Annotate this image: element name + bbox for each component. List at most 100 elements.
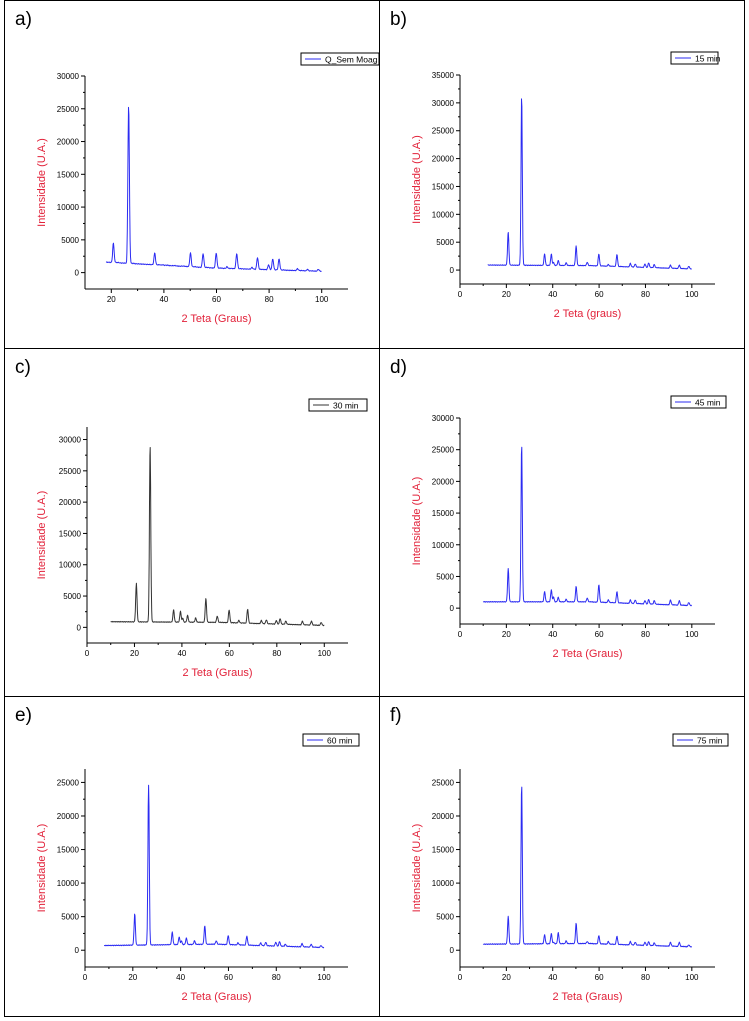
panel-label: b) bbox=[390, 9, 407, 30]
y-tick-label: 20000 bbox=[57, 812, 80, 821]
y-tick-label: 0 bbox=[450, 604, 455, 613]
x-tick-label: 40 bbox=[548, 630, 557, 639]
x-tick-label: 60 bbox=[595, 290, 604, 299]
panel-f: f) 0 5000 10000 15000 20000 25000 0 20 40 60 80 100 2… bbox=[380, 697, 744, 1016]
panel-e: e) 0 5000 10000 15000 20000 25000 0 20 40 60 80 100 2… bbox=[5, 697, 379, 1016]
x-tick-label: 80 bbox=[272, 973, 281, 982]
series-line bbox=[487, 98, 692, 270]
y-tick-label: 10000 bbox=[59, 561, 82, 570]
y-tick-label: 25000 bbox=[57, 778, 80, 787]
legend-label: Q_Sem Moag bbox=[325, 55, 378, 65]
x-tick-label: 0 bbox=[85, 649, 90, 658]
legend: 30 min bbox=[308, 398, 368, 412]
y-tick-label: 10000 bbox=[57, 879, 80, 888]
panel-a: a) 0 5000 10000 15000 20000 25000 30000 20 40 60 80… bbox=[5, 1, 380, 348]
chart-f: f) 0 5000 10000 15000 20000 25000 0 20 40 60 80 100 2… bbox=[390, 705, 729, 1003]
y-tick-label: 15000 bbox=[57, 170, 80, 179]
legend-box bbox=[300, 52, 380, 66]
chart-c: c) 0 5000 10000 15000 20000 25000 30000 0 20 40 60 8… bbox=[15, 357, 368, 679]
x-tick-label: 60 bbox=[212, 295, 221, 304]
x-tick-label: 60 bbox=[595, 630, 604, 639]
legend: 15 min bbox=[670, 51, 721, 65]
y-tick-label: 10000 bbox=[57, 203, 80, 212]
x-tick-label: 20 bbox=[107, 295, 116, 304]
x-tick-label: 0 bbox=[458, 973, 463, 982]
x-tick-label: 40 bbox=[177, 649, 186, 658]
x-tick-label: 100 bbox=[318, 649, 332, 658]
legend-label: 15 min bbox=[695, 54, 721, 64]
y-tick-label: 5000 bbox=[436, 238, 454, 247]
y-tick-label: 15000 bbox=[432, 846, 455, 855]
y-tick-label: 10000 bbox=[432, 210, 455, 219]
panel-label: f) bbox=[390, 705, 402, 726]
y-tick-label: 25000 bbox=[57, 105, 80, 114]
panel-divider-vertical bbox=[379, 1, 380, 1016]
y-tick-label: 5000 bbox=[61, 236, 79, 245]
series-line bbox=[110, 447, 325, 627]
y-tick-label: 0 bbox=[450, 266, 455, 275]
y-tick-label: 20000 bbox=[432, 477, 455, 486]
y-axis-label: Intensidade (U.A.) bbox=[411, 477, 423, 566]
legend: 60 min bbox=[302, 733, 360, 747]
x-tick-label: 100 bbox=[315, 295, 329, 304]
x-tick-label: 0 bbox=[458, 290, 463, 299]
chart-d: d) 0 5000 10000 15000 20000 25000 30000 0 20 40 60 8… bbox=[390, 357, 727, 660]
x-axis-label: 2 Teta (Graus) bbox=[181, 991, 251, 1003]
legend: Q_Sem Moag bbox=[300, 52, 380, 66]
legend-box bbox=[308, 398, 368, 412]
y-tick-label: 30000 bbox=[59, 436, 82, 445]
x-axis-label: 2 Teta (Graus) bbox=[552, 991, 622, 1003]
y-axis-label: Intensidade (U.A.) bbox=[411, 824, 423, 913]
y-tick-label: 20000 bbox=[57, 138, 80, 147]
legend-label: 60 min bbox=[327, 736, 353, 746]
x-tick-label: 40 bbox=[548, 973, 557, 982]
legend-box bbox=[670, 51, 719, 65]
y-tick-label: 10000 bbox=[432, 541, 455, 550]
y-tick-label: 0 bbox=[77, 623, 82, 632]
y-tick-label: 25000 bbox=[59, 467, 82, 476]
y-axis-label: Intensidade (U.A.) bbox=[411, 135, 423, 224]
y-tick-label: 0 bbox=[75, 946, 80, 955]
x-tick-label: 20 bbox=[502, 290, 511, 299]
y-tick-label: 20000 bbox=[432, 155, 455, 164]
y-axis-label: Intensidade (U.A.) bbox=[36, 138, 48, 227]
y-tick-label: 0 bbox=[450, 946, 455, 955]
x-tick-label: 80 bbox=[641, 973, 650, 982]
y-tick-label: 15000 bbox=[57, 846, 80, 855]
y-axis-label: Intensidade (U.A.) bbox=[36, 491, 48, 580]
x-axis-label: 2 Teta (Graus) bbox=[181, 313, 251, 325]
legend: 75 min bbox=[672, 733, 729, 747]
x-tick-label: 100 bbox=[685, 290, 699, 299]
y-tick-label: 10000 bbox=[432, 879, 455, 888]
panel-label: e) bbox=[15, 705, 32, 726]
y-tick-label: 20000 bbox=[59, 498, 82, 507]
series-line bbox=[482, 446, 692, 607]
y-tick-label: 5000 bbox=[61, 913, 79, 922]
x-tick-label: 20 bbox=[502, 630, 511, 639]
y-tick-label: 5000 bbox=[436, 572, 454, 581]
x-tick-label: 0 bbox=[83, 973, 88, 982]
panel-d: d) 0 5000 10000 15000 20000 25000 30000 0 20 40 60 8… bbox=[380, 349, 744, 696]
x-tick-label: 80 bbox=[265, 295, 274, 304]
x-axis-label: 2 Teta (graus) bbox=[554, 308, 622, 320]
series-line bbox=[482, 786, 692, 948]
y-tick-label: 30000 bbox=[432, 414, 455, 423]
x-axis-label: 2 Teta (Graus) bbox=[182, 667, 252, 679]
series-line bbox=[105, 106, 322, 272]
panel-c: c) 0 5000 10000 15000 20000 25000 30000 0 20 40 60 8… bbox=[5, 349, 379, 696]
y-tick-label: 25000 bbox=[432, 778, 455, 787]
panel-label: c) bbox=[15, 357, 31, 378]
y-tick-label: 25000 bbox=[432, 127, 455, 136]
y-tick-label: 30000 bbox=[432, 99, 455, 108]
chart-b: b) 0 5000 10000 15000 20000 25000 30000 35000 0 20… bbox=[390, 9, 721, 320]
x-tick-label: 40 bbox=[176, 973, 185, 982]
legend-label: 45 min bbox=[695, 398, 721, 408]
legend-box bbox=[670, 395, 727, 409]
x-tick-label: 60 bbox=[225, 649, 234, 658]
x-tick-label: 20 bbox=[130, 649, 139, 658]
x-tick-label: 100 bbox=[685, 630, 699, 639]
y-tick-label: 35000 bbox=[432, 71, 455, 80]
y-tick-label: 25000 bbox=[432, 446, 455, 455]
x-tick-label: 100 bbox=[685, 973, 699, 982]
series-line bbox=[104, 784, 325, 949]
